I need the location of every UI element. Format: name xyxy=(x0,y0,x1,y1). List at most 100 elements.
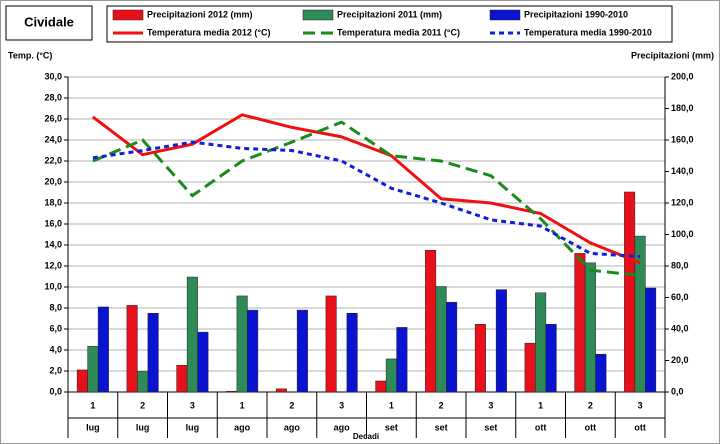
bar xyxy=(584,262,596,393)
x-group-label: set xyxy=(484,422,497,432)
y-tick-label: 20,0 xyxy=(44,176,62,186)
y-tick-label: 10,0 xyxy=(44,281,62,291)
y-tick-label: 26,0 xyxy=(44,113,62,123)
y2-tick-label: 60,0 xyxy=(671,292,689,302)
legend-swatch xyxy=(112,9,144,21)
y-tick-label: 6,0 xyxy=(49,323,62,333)
x-group-label: ago xyxy=(284,422,301,432)
bar xyxy=(87,346,99,393)
x-group-label: lug xyxy=(186,422,200,432)
x-group-label: lug xyxy=(86,422,100,432)
y-tick-label: 18,0 xyxy=(44,197,62,207)
legend-label: Temperatura media 2012 (°C) xyxy=(147,27,270,37)
x-tick-label: 2 xyxy=(588,400,593,410)
bar xyxy=(375,380,387,393)
x-group-label: lug xyxy=(136,422,150,432)
y2-tick-label: 80,0 xyxy=(671,260,689,270)
y-tick-label: 8,0 xyxy=(49,302,62,312)
bar xyxy=(495,289,507,393)
bar xyxy=(126,305,138,393)
legend-label: Precipitazioni 2012 (mm) xyxy=(147,9,253,19)
bar xyxy=(524,342,536,393)
y-tick-label: 0,0 xyxy=(49,386,62,396)
y2-tick-label: 100,0 xyxy=(671,229,694,239)
bar xyxy=(296,309,308,393)
legend-box xyxy=(106,5,673,43)
bar xyxy=(346,313,358,393)
x-tick-label: 3 xyxy=(488,400,493,410)
y2-tick-label: 40,0 xyxy=(671,323,689,333)
x-tick-label: 3 xyxy=(638,400,643,410)
bar xyxy=(624,191,636,393)
legend-label: Temperatura media 2011 (°C) xyxy=(337,27,460,37)
bar xyxy=(197,331,209,393)
x-tick-label: 2 xyxy=(140,400,145,410)
title-box xyxy=(5,5,93,41)
y2-tick-label: 160,0 xyxy=(671,134,694,144)
y2-tick-label: 200,0 xyxy=(671,71,694,81)
bar xyxy=(595,353,607,393)
bar xyxy=(275,388,287,393)
x-group-label: set xyxy=(385,422,398,432)
x-group-label: ott xyxy=(634,422,646,432)
y-tick-label: 12,0 xyxy=(44,260,62,270)
y-tick-label: 30,0 xyxy=(44,71,62,81)
chart-title: Cividale xyxy=(24,14,74,29)
bar xyxy=(236,295,248,393)
bar xyxy=(535,292,547,393)
y-tick-label: 16,0 xyxy=(44,218,62,228)
bar xyxy=(176,364,188,393)
bar xyxy=(446,301,458,393)
bar xyxy=(435,286,447,393)
x-tick-label: 1 xyxy=(389,400,394,410)
bar xyxy=(76,369,88,393)
y2-axis-label: Precipitazioni (mm) xyxy=(631,50,714,60)
x-tick-label: 1 xyxy=(240,400,245,410)
bar xyxy=(247,309,259,393)
y2-tick-label: 120,0 xyxy=(671,197,694,207)
bar xyxy=(634,235,646,393)
legend-swatch xyxy=(489,9,521,21)
x-tick-label: 2 xyxy=(289,400,294,410)
bar xyxy=(186,276,198,393)
line xyxy=(91,113,641,265)
y2-tick-label: 180,0 xyxy=(671,103,694,113)
bar xyxy=(325,295,337,393)
x-group-label: set xyxy=(435,422,448,432)
bar xyxy=(385,358,397,393)
legend-label: Temperatura media 1990-2010 xyxy=(524,27,652,37)
y-axis-label: Temp. (°C) xyxy=(8,50,52,60)
y2-tick-label: 140,0 xyxy=(671,166,694,176)
y2-tick-label: 0,0 xyxy=(671,386,684,396)
bar xyxy=(137,371,149,393)
legend-label: Precipitazioni 2011 (mm) xyxy=(337,9,442,19)
y-tick-label: 14,0 xyxy=(44,239,62,249)
bar xyxy=(574,253,586,393)
x-group-label: ott xyxy=(535,422,547,432)
bar xyxy=(226,390,238,393)
x-tick-label: 3 xyxy=(190,400,195,410)
line xyxy=(92,120,641,277)
y-tick-label: 22,0 xyxy=(44,155,62,165)
bar xyxy=(474,324,486,393)
bar xyxy=(545,324,557,393)
x-tick-label: 1 xyxy=(538,400,543,410)
bar xyxy=(396,327,408,393)
x-group-label: ago xyxy=(234,422,251,432)
plot-area xyxy=(67,76,666,393)
bar xyxy=(97,306,109,393)
bar xyxy=(425,250,437,393)
x-tick-label: 3 xyxy=(339,400,344,410)
y-tick-label: 4,0 xyxy=(49,344,62,354)
x-tick-label: 1 xyxy=(90,400,95,410)
x-tick-label: 2 xyxy=(439,400,444,410)
x-group-label: ott xyxy=(585,422,597,432)
line xyxy=(92,140,641,259)
y-tick-label: 28,0 xyxy=(44,92,62,102)
legend-swatch xyxy=(302,9,334,21)
bar xyxy=(645,287,657,393)
bar xyxy=(147,313,159,393)
x-group-label: ago xyxy=(334,422,351,432)
legend-label: Precipitazioni 1990-2010 xyxy=(524,9,628,19)
